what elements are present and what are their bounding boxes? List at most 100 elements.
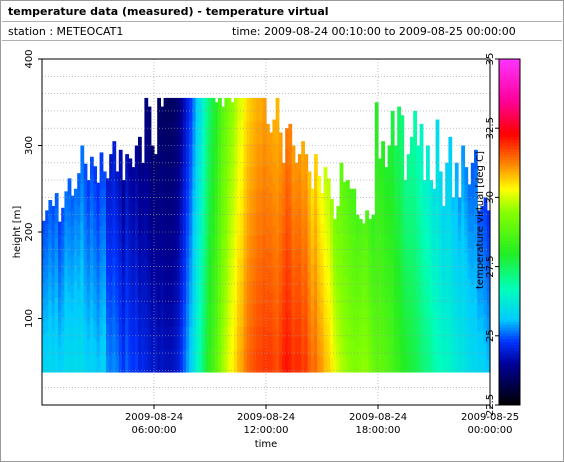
heatmap-cell <box>477 331 481 346</box>
heatmap-cell <box>483 226 488 242</box>
heatmap-cell <box>83 250 88 269</box>
heatmap-cell <box>131 355 136 373</box>
heatmap-cell <box>182 143 187 167</box>
heatmap-cell <box>115 288 120 306</box>
heatmap-cell <box>67 323 72 341</box>
heatmap-cell <box>333 359 337 373</box>
heatmap-cell <box>307 204 312 223</box>
heatmap-cell <box>64 326 69 343</box>
heatmap-cell <box>326 291 331 308</box>
heatmap-cell <box>259 166 264 190</box>
heatmap-cell <box>61 276 65 291</box>
heatmap-cell <box>301 179 305 200</box>
heatmap-cell <box>253 257 257 282</box>
heatmap-cell <box>362 248 366 261</box>
heatmap-cell <box>147 327 152 351</box>
heatmap-cell <box>253 120 257 145</box>
colorbar-segment <box>499 108 520 112</box>
heatmap-cell <box>470 337 475 356</box>
heatmap-cell <box>269 212 273 233</box>
heatmap-cell <box>326 307 331 325</box>
heatmap-cell <box>387 202 392 222</box>
heatmap-cell <box>419 144 424 166</box>
heatmap-cell <box>99 317 104 336</box>
heatmap-cell <box>234 143 238 167</box>
heatmap-cell <box>192 326 197 350</box>
heatmap-cell <box>102 355 107 373</box>
heatmap-cell <box>211 212 216 236</box>
heatmap-cell <box>51 344 56 359</box>
heatmap-cell <box>150 202 155 222</box>
heatmap-cell <box>147 106 152 130</box>
heatmap-cell <box>224 303 229 327</box>
heatmap-cell <box>147 172 152 196</box>
heatmap-cell <box>80 202 85 222</box>
heatmap-cell <box>189 303 193 327</box>
heatmap-cell <box>42 233 46 247</box>
heatmap-cell <box>58 259 62 273</box>
heatmap-cell <box>166 303 171 327</box>
colorbar-segment <box>499 364 520 369</box>
heatmap-cell <box>237 303 241 327</box>
heatmap-cell <box>214 147 219 171</box>
heatmap-cell <box>166 235 171 259</box>
heatmap-cell <box>48 200 53 215</box>
heatmap-cell <box>435 245 440 268</box>
colorbar-segment <box>499 304 520 308</box>
heatmap-cell <box>157 235 161 259</box>
colorbar-segment <box>499 312 520 317</box>
heatmap-cell <box>58 347 62 360</box>
heatmap-cell <box>461 239 465 260</box>
heatmap-cell <box>477 358 481 373</box>
heatmap-cell <box>237 349 241 373</box>
heatmap-cell <box>461 202 465 222</box>
heatmap-cell <box>163 326 168 350</box>
heatmap-cell <box>410 215 414 236</box>
heatmap-cell <box>77 322 81 340</box>
heatmap-cell <box>45 331 49 346</box>
heatmap-cell <box>429 356 433 373</box>
heatmap-cell <box>467 246 472 264</box>
heatmap-cell <box>288 310 293 332</box>
heatmap-cell <box>109 335 113 355</box>
heatmap-cell <box>112 218 117 238</box>
heatmap-cell <box>90 210 94 229</box>
heatmap-cell <box>365 318 369 333</box>
heatmap-cell <box>352 234 357 251</box>
heatmap-cell <box>333 257 337 271</box>
heatmap-cell <box>259 120 264 145</box>
heatmap-cell <box>406 226 411 246</box>
heatmap-cell <box>256 235 261 259</box>
heatmap-cell <box>106 178 110 195</box>
colorbar-segment <box>499 139 520 144</box>
heatmap-cell <box>368 257 373 271</box>
colorbar-segment <box>499 387 520 392</box>
heatmap-cell <box>288 351 293 373</box>
heatmap-cell <box>160 350 165 373</box>
heatmap-cell <box>77 305 81 323</box>
heatmap-cell <box>285 250 289 271</box>
heatmap-cell <box>179 143 184 167</box>
heatmap-cell <box>298 317 302 337</box>
heatmap-cell <box>422 340 427 357</box>
heatmap-cell <box>234 303 238 327</box>
heatmap-cell <box>282 180 286 199</box>
colorbar-segment <box>499 358 520 363</box>
heatmap-cell <box>320 312 325 328</box>
heatmap-cell <box>381 256 385 277</box>
heatmap-cell <box>144 280 149 304</box>
heatmap-cell <box>48 314 53 330</box>
heatmap-cell <box>269 352 273 373</box>
heatmap-cell <box>166 166 171 190</box>
heatmap-cell <box>451 241 456 257</box>
heatmap-cell <box>298 190 302 210</box>
heatmap-cell <box>355 227 360 242</box>
heatmap-cell <box>83 320 88 338</box>
heatmap-cell <box>352 356 357 373</box>
heatmap-cell <box>442 330 446 345</box>
heatmap-cell <box>122 324 126 341</box>
heatmap-cell <box>195 120 200 145</box>
heatmap-cell <box>77 256 81 274</box>
heatmap-cell <box>378 265 382 284</box>
